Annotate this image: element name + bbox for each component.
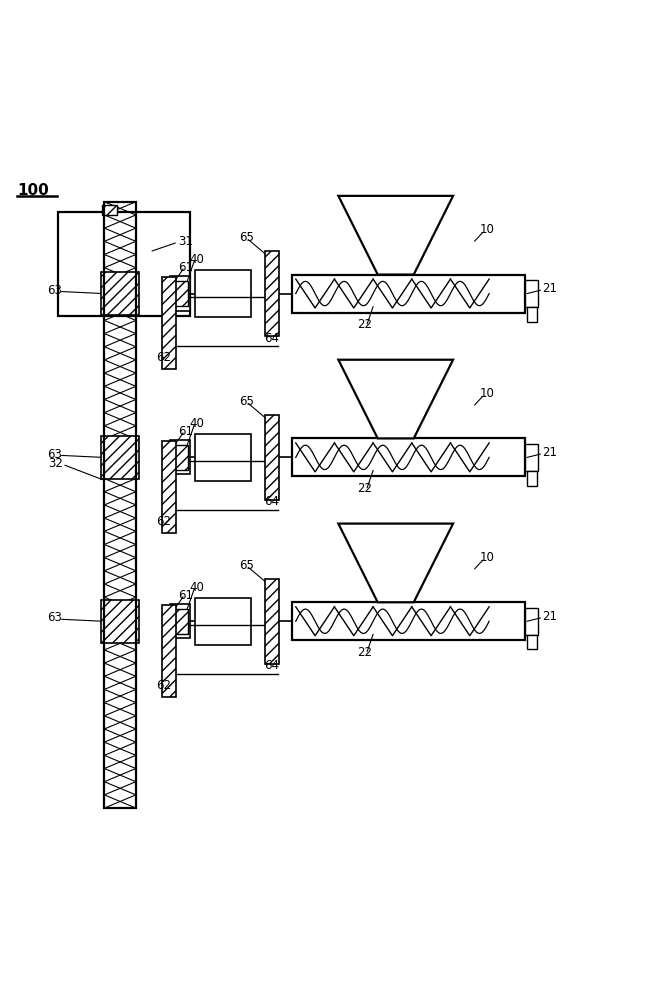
Bar [162, 277, 176, 369]
Text: 22: 22 [357, 318, 371, 331]
Text: 64: 64 [264, 332, 279, 345]
Bar [527, 471, 537, 486]
Text: 100: 100 [17, 183, 49, 198]
Bar [195, 434, 251, 481]
Bar [104, 202, 136, 808]
Text: 22: 22 [357, 646, 371, 659]
Bar [195, 598, 251, 645]
Text: 65: 65 [239, 559, 254, 572]
Text: 32: 32 [49, 457, 63, 470]
Text: 62: 62 [156, 679, 171, 692]
Text: 62: 62 [156, 351, 171, 364]
Text: 64: 64 [264, 659, 279, 672]
Bar [265, 579, 280, 664]
Text: 10: 10 [480, 551, 495, 564]
Bar [101, 600, 139, 643]
Text: 63: 63 [48, 448, 62, 461]
Text: 21: 21 [542, 610, 557, 623]
Bar [292, 438, 525, 476]
Bar [162, 605, 176, 697]
Bar [172, 609, 188, 634]
Bar [292, 275, 525, 313]
Bar [527, 635, 537, 649]
Text: 61: 61 [178, 589, 194, 602]
Text: 63: 63 [48, 611, 62, 624]
Bar [102, 205, 117, 215]
Bar [292, 602, 525, 640]
Bar [101, 272, 139, 315]
Bar [195, 270, 251, 317]
Text: 62: 62 [156, 515, 171, 528]
Text: 10: 10 [480, 387, 495, 400]
Bar [170, 276, 190, 311]
Bar [170, 604, 190, 638]
Text: 63: 63 [48, 284, 62, 297]
Text: 61: 61 [178, 425, 194, 438]
Bar [525, 444, 538, 471]
Text: 40: 40 [190, 581, 204, 594]
Bar [172, 445, 188, 470]
Text: 10: 10 [480, 223, 495, 236]
Text: 21: 21 [542, 282, 557, 295]
Bar [527, 307, 537, 322]
Bar [101, 436, 139, 479]
Text: 40: 40 [190, 253, 204, 266]
Text: 31: 31 [178, 235, 193, 248]
Bar [525, 608, 538, 635]
Text: 21: 21 [542, 446, 557, 459]
Bar [162, 441, 176, 533]
Polygon shape [338, 196, 453, 275]
Text: 65: 65 [239, 395, 254, 408]
Bar [170, 440, 190, 474]
Bar [265, 251, 280, 336]
Text: 40: 40 [190, 417, 204, 430]
Bar [525, 280, 538, 307]
Text: 61: 61 [178, 261, 194, 274]
Polygon shape [338, 360, 453, 438]
Polygon shape [338, 524, 453, 602]
Bar [265, 415, 280, 500]
Text: 22: 22 [357, 482, 371, 495]
Bar [58, 212, 190, 316]
Text: 64: 64 [264, 495, 279, 508]
Text: 65: 65 [239, 231, 254, 244]
Bar [172, 281, 188, 306]
